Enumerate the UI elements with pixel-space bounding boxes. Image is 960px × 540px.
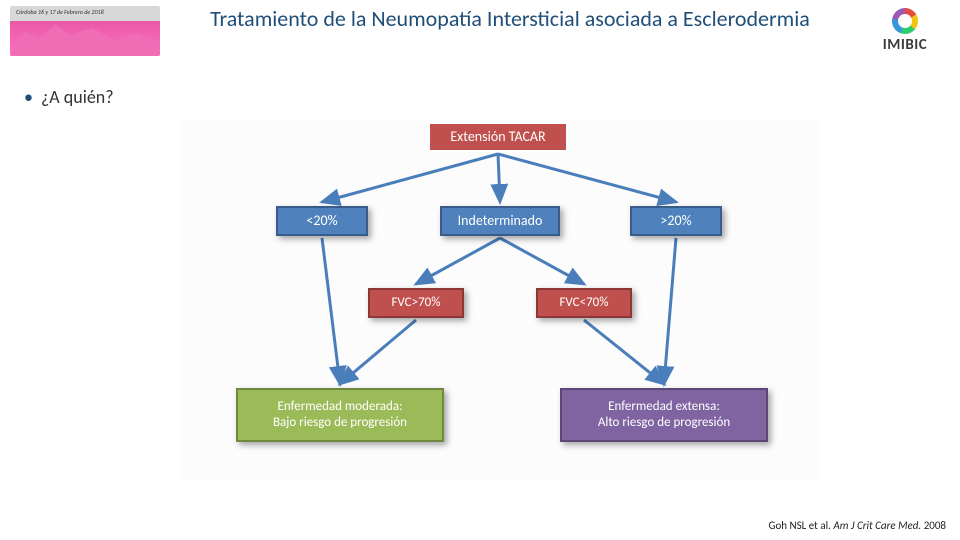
flow-node-ext: Enfermedad extensa: Alto riesgo de progr… xyxy=(560,388,768,442)
flow-node-lt20: <20% xyxy=(276,206,368,236)
flow-edge-root-gt20 xyxy=(498,154,676,202)
flow-edge-indet-fvc70p xyxy=(416,238,500,284)
flow-edge-lt20-mod xyxy=(322,238,340,384)
flow-node-mod: Enfermedad moderada: Bajo riesgo de prog… xyxy=(236,388,444,442)
page-title: Tratamiento de la Neumopatía Intersticia… xyxy=(170,6,850,31)
imibic-text: IMIBIC xyxy=(860,36,950,54)
flow-edge-indet-fvc70m xyxy=(500,238,584,284)
bullet-dot-icon: • xyxy=(24,86,33,108)
conference-caption: Córdoba 16 y 17 de Febrero de 2018 xyxy=(16,8,104,16)
imibic-logo: IMIBIC xyxy=(860,6,950,54)
flow-node-gt20: >20% xyxy=(630,206,722,236)
bullet-text: ¿A quién? xyxy=(41,86,114,108)
flow-node-indet: Indeterminado xyxy=(440,206,560,236)
flow-edge-fvc70m-ext xyxy=(584,320,664,384)
flow-node-fvc70m: FVC<70% xyxy=(536,288,632,318)
citation-journal: Am J Crit Care Med. xyxy=(833,519,923,532)
header-bar: Córdoba 16 y 17 de Febrero de 2018 Trata… xyxy=(0,0,960,56)
citation: Goh NSL et al. Am J Crit Care Med. 2008 xyxy=(769,519,947,532)
conference-logo: Córdoba 16 y 17 de Febrero de 2018 xyxy=(10,6,160,56)
flow-edge-root-lt20 xyxy=(322,154,498,202)
citation-year: 2008 xyxy=(924,519,946,532)
flowchart: Extensión TACAR <20% Indeterminado >20% FVC>… xyxy=(180,120,820,480)
flow-edge-gt20-ext xyxy=(664,238,676,384)
citation-author: Goh NSL et al. xyxy=(769,519,834,532)
flow-edge-fvc70p-mod xyxy=(340,320,416,384)
imibic-swirl-icon xyxy=(892,8,918,34)
flow-node-fvc70p: FVC>70% xyxy=(368,288,464,318)
flow-edge-root-indet xyxy=(498,154,500,202)
title-container: Tratamiento de la Neumopatía Intersticia… xyxy=(160,6,860,31)
bullet-line: • ¿A quién? xyxy=(0,56,960,108)
flow-node-root: Extensión TACAR xyxy=(428,122,568,152)
